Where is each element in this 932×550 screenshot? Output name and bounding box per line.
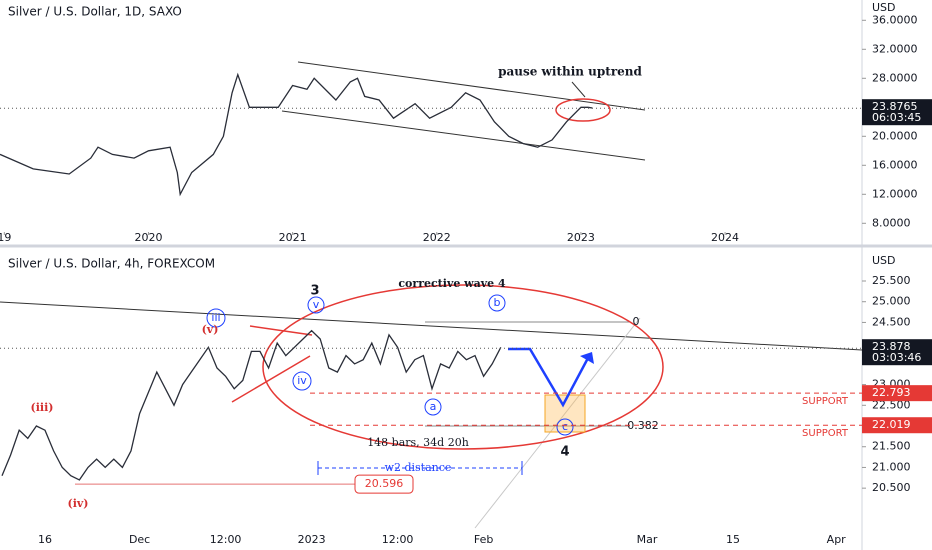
x-tick-label: 16: [38, 533, 52, 546]
annotation: pause within uptrend: [498, 65, 642, 79]
annotation: (v): [202, 323, 219, 336]
annotation: (iii): [31, 401, 54, 414]
y-tick-label: 32.0000: [872, 42, 918, 55]
support-text: SUPPORT: [802, 396, 849, 407]
support-badge: [862, 417, 932, 434]
wave-circle: [307, 296, 325, 314]
x-tick-label: 12:00: [382, 533, 414, 546]
annotation: 148 bars, 34d 20h: [367, 436, 469, 449]
projection-path: [508, 347, 590, 408]
price-line: [1, 329, 502, 481]
chart-title: Silver / U.S. Dollar, 1D, SAXO: [8, 5, 182, 19]
y-tick-label: 25.500: [872, 274, 911, 287]
y-tick-label: 20.0000: [872, 129, 918, 142]
low-label: 20.596: [365, 477, 404, 490]
price-badge: [862, 99, 932, 126]
annotation: b: [494, 296, 501, 309]
support-label: 22.019: [872, 418, 911, 431]
annotation: 0: [633, 315, 640, 328]
annotation: c: [562, 420, 568, 433]
highlight-ellipse: [555, 98, 611, 122]
wave-circle: [292, 371, 312, 391]
y-tick-label: 22.500: [872, 398, 911, 411]
projection-arrowhead: [580, 352, 594, 364]
channel-upper: [297, 61, 646, 111]
x-tick-label: 15: [726, 533, 740, 546]
y-tick-label: 36.0000: [872, 13, 918, 26]
axis-unit: USD: [872, 1, 896, 14]
y-tick-label: 16.0000: [872, 158, 918, 171]
price-badge: [862, 339, 932, 366]
annotation: a: [430, 400, 437, 413]
x-tick-label: 2023: [567, 231, 595, 244]
x-tick-label: Dec: [129, 533, 150, 546]
wave-circle: [488, 294, 506, 312]
x-tick-label: 2020: [134, 231, 162, 244]
annotation: iv: [297, 374, 307, 387]
y-tick-label: 28.0000: [872, 71, 918, 84]
x-tick-label: Feb: [474, 533, 493, 546]
x-tick-label: Mar: [637, 533, 658, 546]
annotation: 4: [560, 445, 569, 460]
low-badge: [354, 474, 414, 494]
x-tick-label: Apr: [827, 533, 847, 546]
channel-lower: [281, 110, 646, 161]
annotation: iii: [211, 311, 220, 324]
y-tick-label: 20.500: [872, 481, 911, 494]
y-tick-label: 24.500: [872, 315, 911, 328]
wave-ellipse: [262, 284, 664, 450]
last-price-label: 23.8765: [872, 100, 918, 113]
price-line: [0, 72, 593, 197]
trendline: [0, 301, 863, 351]
y-tick-label: 21.000: [872, 460, 911, 473]
x-tick-label: 2023: [298, 533, 326, 546]
x-tick-label: 2024: [711, 231, 739, 244]
support-text: SUPPORT: [802, 428, 849, 439]
countdown-label: 06:03:45: [872, 111, 921, 124]
annotation-arrow: [571, 81, 586, 98]
chart-title: Silver / U.S. Dollar, 4h, FOREXCOM: [8, 257, 215, 271]
x-tick-label: 12:00: [210, 533, 242, 546]
x-tick-label: 19: [0, 231, 11, 244]
x-tick-label: 2022: [423, 231, 451, 244]
last-price-label: 23.878: [872, 340, 911, 353]
annotation: w2 distance: [385, 461, 452, 474]
y-tick-label: 12.0000: [872, 187, 918, 200]
annotation: corrective wave 4: [398, 277, 506, 290]
x-tick-label: 2021: [279, 231, 307, 244]
wave-circle: [424, 398, 442, 416]
annotation: v: [313, 298, 320, 311]
triangle-line: [249, 325, 313, 336]
y-tick-label: 8.0000: [872, 216, 911, 229]
countdown-label: 03:03:46: [872, 351, 921, 364]
triangle-line: [231, 355, 311, 403]
y-tick-label: 25.000: [872, 295, 911, 308]
axis-unit: USD: [872, 254, 896, 267]
wave-circle: [206, 308, 226, 328]
support-badge: [862, 385, 932, 402]
y-tick-label: 21.500: [872, 440, 911, 453]
annotation: 3: [310, 284, 319, 299]
wave-circle: [556, 418, 574, 436]
annotation: (iv): [68, 497, 89, 510]
support-label: 22.793: [872, 386, 911, 399]
